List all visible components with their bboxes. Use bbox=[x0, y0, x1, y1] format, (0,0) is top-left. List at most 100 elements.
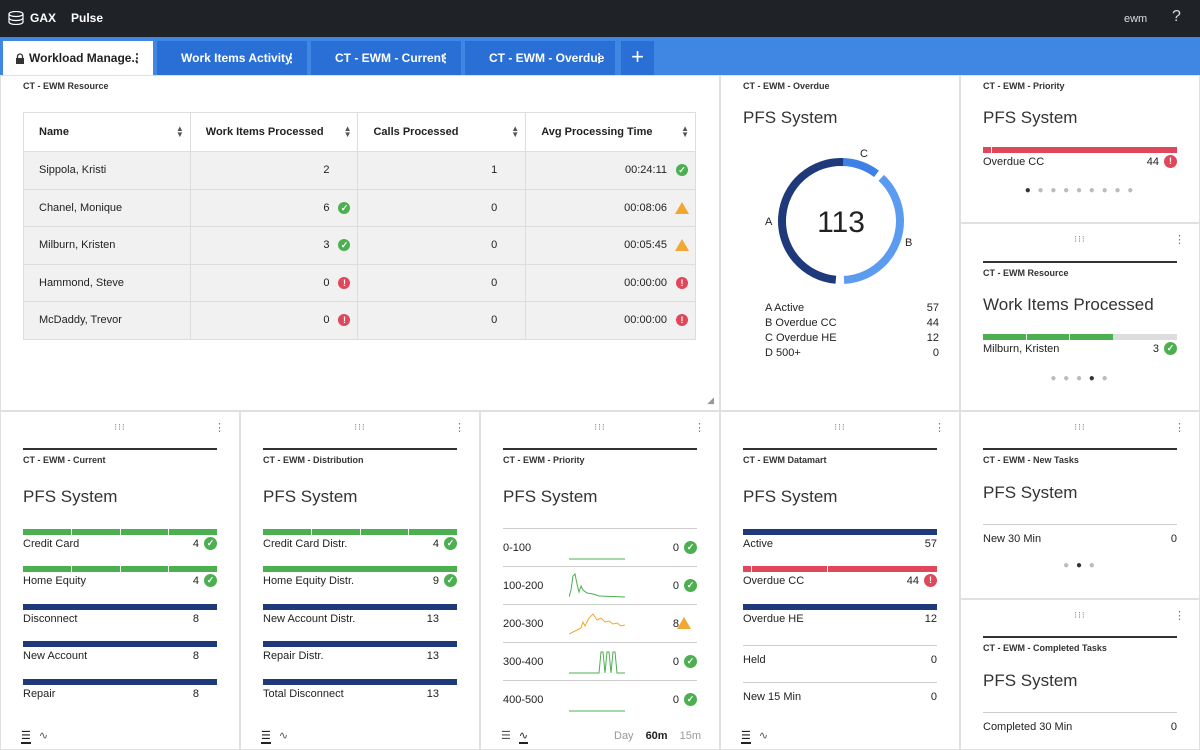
cell-avg-time: 00:24:11 ✓ bbox=[525, 151, 696, 190]
widget-menu-icon[interactable]: ⋮ bbox=[934, 422, 945, 434]
widget-title: PFS System bbox=[983, 108, 1078, 127]
sort-icon[interactable]: ▲ ▼ bbox=[343, 124, 352, 139]
tab-menu-icon[interactable]: ⋮ bbox=[131, 51, 143, 65]
drag-handle-icon[interactable]: ⁝⁝⁝ bbox=[114, 422, 126, 432]
donut-segment-c[interactable] bbox=[778, 158, 904, 284]
metric-row[interactable]: New 30 Min 0 bbox=[983, 524, 1177, 560]
cell-calls: 0 bbox=[357, 263, 527, 302]
metric-row[interactable]: Home Equity 4 ✓ bbox=[23, 566, 217, 602]
metric-row[interactable]: Repair Distr. 13 bbox=[263, 641, 457, 677]
widget-header: CT - EWM - Distribution bbox=[263, 455, 364, 465]
tab-menu-icon[interactable]: ⋮ bbox=[439, 51, 451, 65]
drag-handle-icon[interactable]: ⁝⁝⁝ bbox=[1074, 610, 1086, 620]
sparkline bbox=[569, 651, 625, 674]
sparkline-row[interactable]: 0-100 0 ✓ bbox=[503, 528, 697, 566]
sparkline bbox=[569, 710, 625, 712]
bar-view-icon[interactable]: ☰ bbox=[261, 730, 271, 744]
tab-ewm-overdue[interactable]: CT - EWM - Overdue ⋮ bbox=[465, 41, 615, 75]
drag-handle-icon[interactable]: ⁝⁝⁝ bbox=[594, 422, 606, 432]
donut-segment-a[interactable] bbox=[777, 157, 905, 285]
donut-legend: A Active 57 B Overdue CC 44 C Overdue HE 12… bbox=[765, 302, 939, 362]
range-60m[interactable]: 60m bbox=[645, 730, 668, 742]
table-row[interactable]: McDaddy, Trevor 0! 0 00:00:00! bbox=[23, 301, 696, 340]
metric-row[interactable]: New 15 Min 0 bbox=[743, 682, 937, 718]
column-header-name[interactable]: Name ▲ ▼ bbox=[23, 112, 191, 152]
column-header-items[interactable]: Work Items Processed ▲ ▼ bbox=[189, 112, 359, 152]
lock-icon bbox=[16, 52, 24, 64]
metric-row[interactable]: Milburn, Kristen 3 ✓ bbox=[983, 334, 1177, 370]
metric-row[interactable]: Total Disconnect 13 bbox=[263, 679, 457, 715]
legend-item: C Overdue HE 12 bbox=[765, 332, 939, 344]
drag-handle-icon[interactable]: ⁝⁝⁝ bbox=[354, 422, 366, 432]
metric-row[interactable]: Active 57 bbox=[743, 529, 937, 565]
metric-row[interactable]: New Account 8 bbox=[23, 641, 217, 677]
user-menu[interactable]: ewm bbox=[1124, 13, 1148, 25]
add-tab-button[interactable]: + bbox=[621, 41, 654, 75]
sparkline-row[interactable]: 400-500 0 ✓ bbox=[503, 680, 697, 718]
pager-dots[interactable]: ● ● ● bbox=[1063, 560, 1097, 571]
current-widget: ⁝⁝⁝ ⋮ CT - EWM - Current PFS System Cred… bbox=[0, 411, 240, 750]
view-toggle: ☰ ∿ bbox=[261, 729, 288, 744]
metric-row[interactable]: Home Equity Distr. 9 ✓ bbox=[263, 566, 457, 602]
bar-view-icon[interactable]: ☰ bbox=[21, 730, 31, 744]
drag-handle-icon[interactable]: ⁝⁝⁝ bbox=[834, 422, 846, 432]
widget-menu-icon[interactable]: ⋮ bbox=[1174, 234, 1185, 246]
table-row[interactable]: Sippola, Kristi 2 1 00:24:11 ✓ bbox=[23, 151, 696, 190]
column-header-avg-time[interactable]: Avg Processing Time ▲ ▼ bbox=[525, 112, 696, 152]
sort-icon[interactable]: ▲ ▼ bbox=[511, 124, 520, 139]
metric-row[interactable]: New Account Distr. 13 bbox=[263, 604, 457, 640]
metric-row[interactable]: Disconnect 8 bbox=[23, 604, 217, 640]
widget-menu-icon[interactable]: ⋮ bbox=[694, 422, 705, 434]
drag-handle-icon[interactable]: ⁝⁝⁝ bbox=[1074, 234, 1086, 244]
tab-ewm-current[interactable]: CT - EWM - Current ⋮ bbox=[311, 41, 461, 75]
divider bbox=[23, 448, 217, 450]
error-icon: ! bbox=[924, 574, 937, 587]
sparkline-view-icon[interactable]: ∿ bbox=[278, 730, 289, 742]
pager-dots[interactable]: ● ● ● ● ● ● ● ● ● bbox=[1024, 185, 1136, 196]
sparkline-row[interactable]: 100-200 0 ✓ bbox=[503, 566, 697, 604]
widget-menu-icon[interactable]: ⋮ bbox=[454, 422, 465, 434]
app-name[interactable]: Pulse bbox=[71, 11, 104, 25]
resize-handle-icon[interactable]: ◢ bbox=[707, 395, 714, 405]
new-tasks-widget: ⁝⁝⁝ ⋮ CT - EWM - New Tasks PFS System Ne… bbox=[960, 411, 1200, 599]
range-15m[interactable]: 15m bbox=[679, 730, 701, 742]
widget-menu-icon[interactable]: ⋮ bbox=[1174, 610, 1185, 622]
metric-row[interactable]: Overdue HE 12 bbox=[743, 604, 937, 640]
table-row[interactable]: Chanel, Monique 6 ✓ 0 00:08:06 bbox=[23, 188, 696, 227]
range-day[interactable]: Day bbox=[614, 730, 634, 742]
datamart-widget: ⁝⁝⁝ ⋮ CT - EWM Datamart PFS System Activ… bbox=[720, 411, 960, 750]
sparkline-row[interactable]: 200-300 8 bbox=[503, 604, 697, 642]
tab-workload-manager[interactable]: Workload Manage.. ⋮ bbox=[3, 41, 153, 75]
sparkline-view-icon[interactable]: ∿ bbox=[518, 730, 529, 744]
bar-view-icon[interactable]: ☰ bbox=[741, 730, 751, 744]
sort-icon[interactable]: ▲ ▼ bbox=[175, 124, 184, 139]
donut-segment-b[interactable] bbox=[758, 146, 925, 296]
widget-menu-icon[interactable]: ⋮ bbox=[1174, 422, 1185, 434]
metric-row[interactable]: Credit Card 4 ✓ bbox=[23, 529, 217, 565]
column-header-calls[interactable]: Calls Processed ▲ ▼ bbox=[357, 112, 527, 152]
bar-view-icon[interactable]: ☰ bbox=[501, 730, 511, 742]
help-icon[interactable]: ? bbox=[1172, 8, 1181, 25]
metric-row[interactable]: Overdue CC 44 ! bbox=[983, 147, 1177, 183]
widget-title: Work Items Processed bbox=[983, 295, 1154, 314]
widget-header: CT - EWM - Overdue bbox=[743, 81, 830, 91]
table-row[interactable]: Milburn, Kristen 3 ✓ 0 00:05:45 bbox=[23, 226, 696, 265]
brand[interactable]: GAX bbox=[8, 11, 56, 25]
sparkline-view-icon[interactable]: ∿ bbox=[758, 730, 769, 742]
tab-work-items-activity[interactable]: Work Items Activity ⋮ bbox=[157, 41, 307, 75]
metric-row[interactable]: Overdue CC 44! bbox=[743, 566, 937, 602]
warning-icon bbox=[677, 617, 691, 629]
metric-row[interactable]: Held 0 bbox=[743, 645, 937, 681]
sort-icon[interactable]: ▲ ▼ bbox=[681, 124, 689, 139]
pager-dots[interactable]: ● ● ● ● ● bbox=[1050, 373, 1110, 384]
tab-menu-icon[interactable]: ⋮ bbox=[593, 51, 605, 65]
sparkline-row[interactable]: 300-400 0 ✓ bbox=[503, 642, 697, 680]
sparkline-view-icon[interactable]: ∿ bbox=[38, 730, 49, 742]
metric-row[interactable]: Repair 8 bbox=[23, 679, 217, 715]
table-row[interactable]: Hammond, Steve 0! 0 00:00:00! bbox=[23, 263, 696, 302]
drag-handle-icon[interactable]: ⁝⁝⁝ bbox=[1074, 422, 1086, 432]
metric-row[interactable]: Completed 30 Min 0 bbox=[983, 712, 1177, 748]
widget-menu-icon[interactable]: ⋮ bbox=[214, 422, 225, 434]
tab-menu-icon[interactable]: ⋮ bbox=[285, 51, 297, 65]
metric-row[interactable]: Credit Card Distr. 4 ✓ bbox=[263, 529, 457, 565]
